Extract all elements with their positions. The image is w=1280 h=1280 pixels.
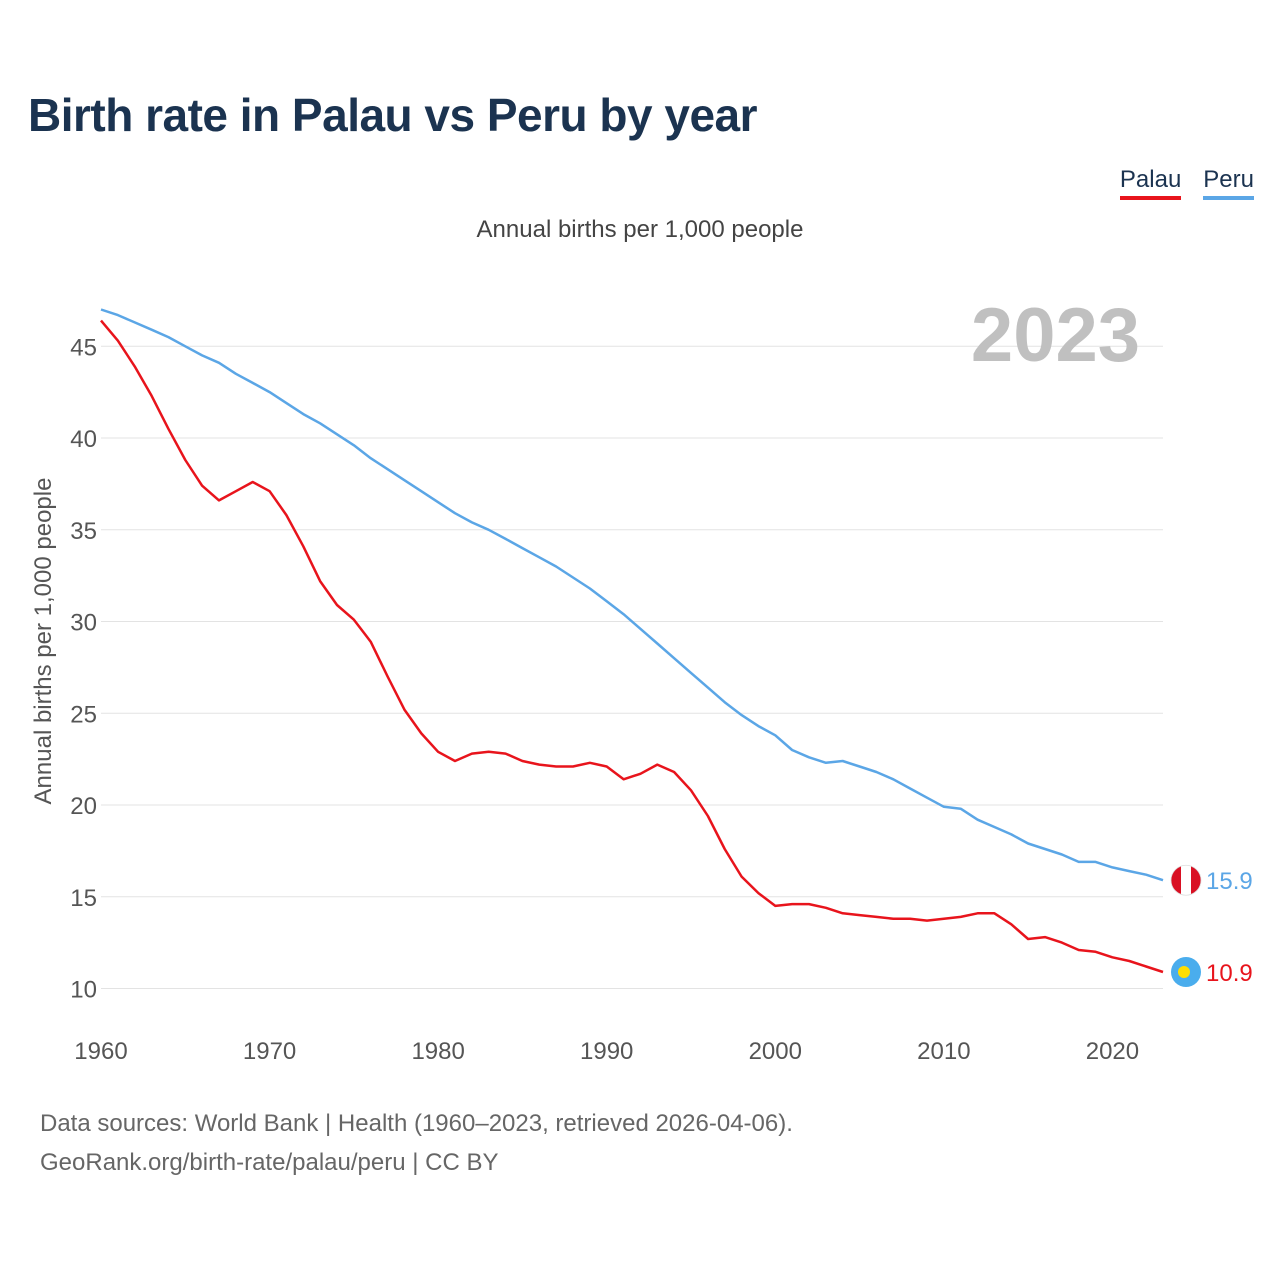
end-label-peru: 15.9 [1206, 868, 1253, 895]
legend: Palau Peru [1119, 166, 1254, 200]
peru-flag-border [1170, 864, 1202, 896]
legend-item-peru[interactable]: Peru [1203, 166, 1254, 200]
y-tick-label: 35 [70, 518, 97, 545]
palau-flag-disc [1178, 965, 1190, 978]
x-tick-label: 1970 [243, 1038, 296, 1065]
chart-title: Birth rate in Palau vs Peru by year [28, 89, 758, 141]
footer: Data sources: World Bank | Health (1960–… [40, 1104, 793, 1182]
x-tick-label: 1980 [411, 1038, 464, 1065]
chart-subtitle: Annual births per 1,000 people [476, 216, 804, 243]
x-tick-label: 2020 [1086, 1038, 1139, 1065]
y-tick-label: 20 [70, 793, 97, 820]
legend-item-palau[interactable]: Palau [1119, 166, 1182, 200]
x-tick-label: 1960 [74, 1038, 127, 1065]
y-tick-label: 25 [70, 701, 97, 728]
y-axis-label: Annual births per 1,000 people [30, 478, 57, 805]
end-label-palau: 10.9 [1206, 960, 1253, 987]
y-tick-label: 15 [70, 885, 97, 912]
x-tick-label: 2010 [917, 1038, 970, 1065]
y-tick-label: 30 [70, 610, 97, 637]
series-line-peru [100, 308, 1164, 882]
footer-link[interactable]: GeoRank.org/birth-rate/palau/peru | CC B… [40, 1149, 499, 1176]
year-watermark: 2023 [971, 293, 1140, 378]
x-tick-label: 2000 [749, 1038, 802, 1065]
footer-source: Data sources: World Bank | Health (1960–… [40, 1110, 793, 1137]
y-tick-label: 40 [70, 426, 97, 453]
x-tick-label: 1990 [580, 1038, 633, 1065]
y-tick-label: 10 [70, 977, 97, 1004]
series-line-palau [100, 319, 1164, 974]
peru-flag-icon [1171, 865, 1201, 896]
y-tick-label: 45 [70, 334, 97, 361]
